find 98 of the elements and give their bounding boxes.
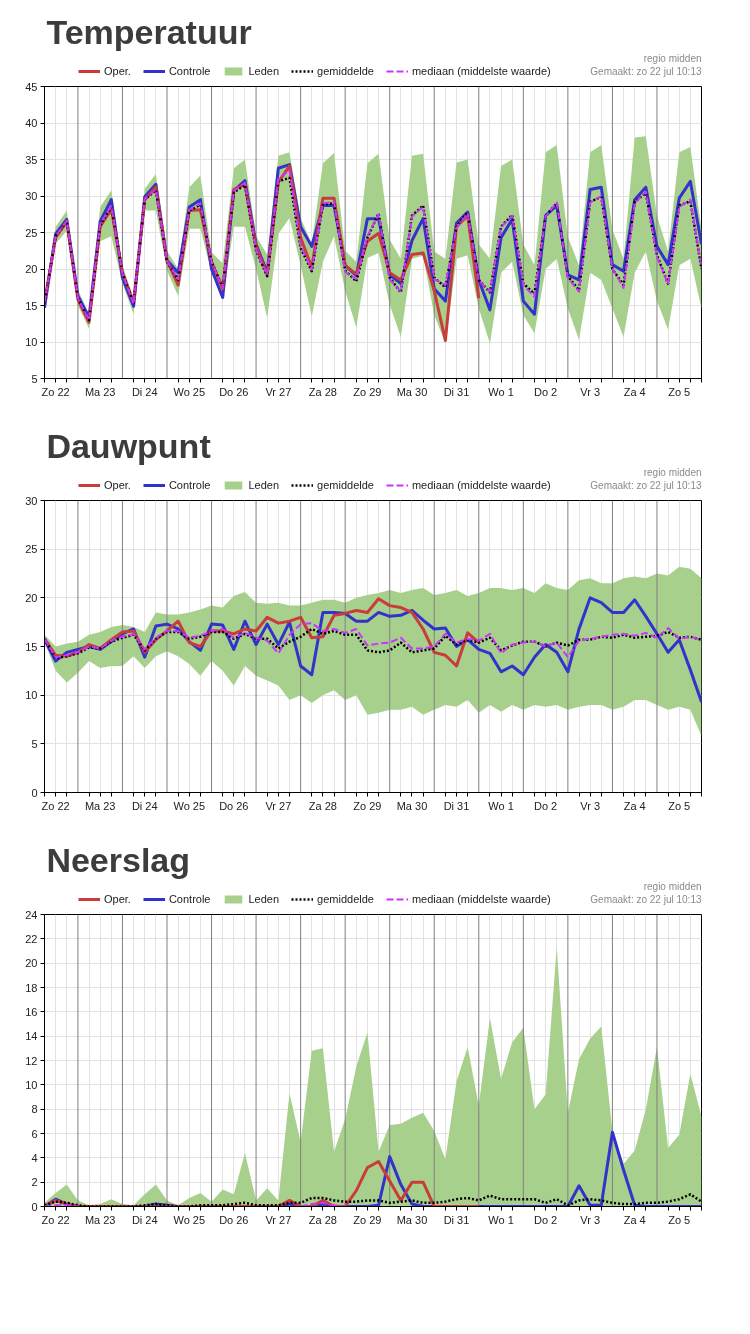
y-tick-label: 30: [25, 190, 38, 202]
legend-label: Leden: [248, 479, 280, 491]
x-tick-label: Za 28: [308, 799, 337, 812]
legend-label: gemiddelde: [317, 65, 374, 77]
x-tick-label: Zo 29: [353, 799, 382, 812]
y-tick-label: 35: [25, 153, 38, 166]
x-tick-label: Za 4: [623, 1213, 646, 1226]
x-tick-label: Ma 23: [84, 799, 116, 812]
y-tick-label: 16: [25, 1005, 38, 1018]
x-tick-label: Wo 25: [173, 385, 206, 398]
y-tick-label: 10: [25, 1078, 38, 1091]
x-tick-label: Do 2: [533, 799, 558, 812]
y-tick-label: 15: [25, 640, 38, 653]
text: regio midden: [643, 880, 702, 892]
x-tick-label: Zo 22: [41, 799, 70, 812]
x-tick-label: Za 4: [623, 385, 646, 398]
x-tick-label: Wo 1: [488, 799, 514, 812]
x-tick-label: Di 31: [443, 799, 470, 812]
x-tick-label: Vr 3: [580, 799, 601, 812]
x-tick-label: Ma 23: [84, 1213, 116, 1226]
x-tick-label: Do 26: [219, 799, 249, 812]
y-tick-label: 4: [31, 1151, 38, 1164]
x-tick-label: Di 24: [131, 1213, 158, 1226]
legend-label: Leden: [248, 65, 280, 77]
y-tick-label: 24: [25, 908, 38, 921]
y-tick-label: 22: [25, 932, 38, 945]
y-tick-label: 20: [25, 263, 38, 275]
legend-label: mediaan (middelste waarde): [411, 893, 551, 905]
x-tick-label: Wo 25: [173, 1213, 206, 1226]
text: regio midden: [643, 466, 702, 478]
x-tick-label: Ma 30: [396, 385, 428, 398]
y-tick-label: 10: [25, 689, 38, 702]
y-tick-label: 40: [25, 117, 38, 129]
x-tick-label: Di 24: [131, 385, 158, 398]
legend-label: mediaan (middelste waarde): [411, 65, 551, 77]
y-tick-label: 20: [25, 957, 38, 970]
x-tick-label: Zo 22: [41, 1213, 70, 1226]
x-tick-label: Wo 1: [488, 1213, 514, 1226]
x-tick-label: Zo 5: [668, 799, 691, 812]
x-tick-label: Do 2: [533, 1213, 558, 1226]
x-tick-label: Do 26: [219, 385, 249, 398]
x-tick-label: Vr 27: [265, 799, 292, 812]
x-tick-label: Do 26: [219, 1213, 249, 1226]
y-tick-label: 5: [31, 372, 38, 385]
legend-label: gemiddelde: [317, 893, 374, 905]
x-tick-label: Ma 30: [396, 799, 428, 812]
chart-title: Dauwpunt: [46, 426, 211, 465]
y-tick-label: 2: [31, 1176, 38, 1189]
x-tick-label: Wo 1: [488, 385, 514, 398]
legend-label: Oper.: [104, 893, 131, 905]
x-tick-label: Vr 3: [580, 385, 601, 398]
y-tick-label: 8: [31, 1103, 38, 1116]
y-tick-label: 25: [25, 226, 38, 239]
x-tick-label: Wo 25: [173, 799, 206, 812]
x-tick-label: Di 24: [131, 799, 158, 812]
x-tick-label: Zo 22: [41, 385, 70, 398]
legend-label: gemiddelde: [317, 479, 374, 491]
y-tick-label: 6: [31, 1127, 38, 1140]
y-tick-label: 10: [25, 336, 38, 348]
text: Gemaakt: zo 22 jul 10:13: [590, 479, 702, 491]
x-tick-label: Vr 3: [580, 1213, 601, 1226]
x-tick-label: Ma 30: [396, 1213, 428, 1226]
x-tick-label: Zo 5: [668, 1213, 691, 1226]
legend-label: Oper.: [104, 65, 131, 77]
chart-title: Neerslag: [46, 840, 191, 879]
x-tick-label: Ma 23: [84, 385, 116, 398]
y-tick-label: 5: [31, 737, 38, 750]
legend-label: Controle: [168, 65, 211, 77]
y-tick-label: 18: [25, 981, 38, 994]
legend-label: Controle: [168, 479, 211, 491]
y-tick-label: 30: [25, 494, 38, 507]
y-tick-label: 14: [25, 1030, 38, 1043]
y-tick-label: 25: [25, 543, 38, 556]
x-tick-label: Za 28: [308, 385, 337, 398]
x-tick-label: Do 2: [533, 385, 558, 398]
legend-label: Leden: [248, 893, 280, 905]
y-tick-label: 0: [31, 786, 38, 799]
text: Gemaakt: zo 22 jul 10:13: [590, 893, 702, 905]
text: Gemaakt: zo 22 jul 10:13: [590, 65, 702, 77]
y-tick-label: 12: [25, 1054, 38, 1067]
y-tick-label: 45: [25, 80, 38, 93]
chart-title: Temperatuur: [46, 12, 252, 51]
text: regio midden: [643, 52, 702, 64]
legend-label: Controle: [168, 893, 211, 905]
y-tick-label: 20: [25, 591, 38, 604]
x-tick-label: Di 31: [443, 1213, 470, 1226]
x-tick-label: Zo 5: [668, 385, 691, 398]
legend-label: Oper.: [104, 479, 131, 491]
x-tick-label: Vr 27: [265, 385, 292, 398]
x-tick-label: Zo 29: [353, 1213, 382, 1226]
x-tick-label: Vr 27: [265, 1213, 292, 1226]
x-tick-label: Di 31: [443, 385, 470, 398]
x-tick-label: Za 4: [623, 799, 646, 812]
x-tick-label: Za 28: [308, 1213, 337, 1226]
x-tick-label: Zo 29: [353, 385, 382, 398]
y-tick-label: 15: [25, 299, 38, 312]
legend-label: mediaan (middelste waarde): [411, 479, 551, 491]
y-tick-label: 0: [31, 1200, 38, 1213]
